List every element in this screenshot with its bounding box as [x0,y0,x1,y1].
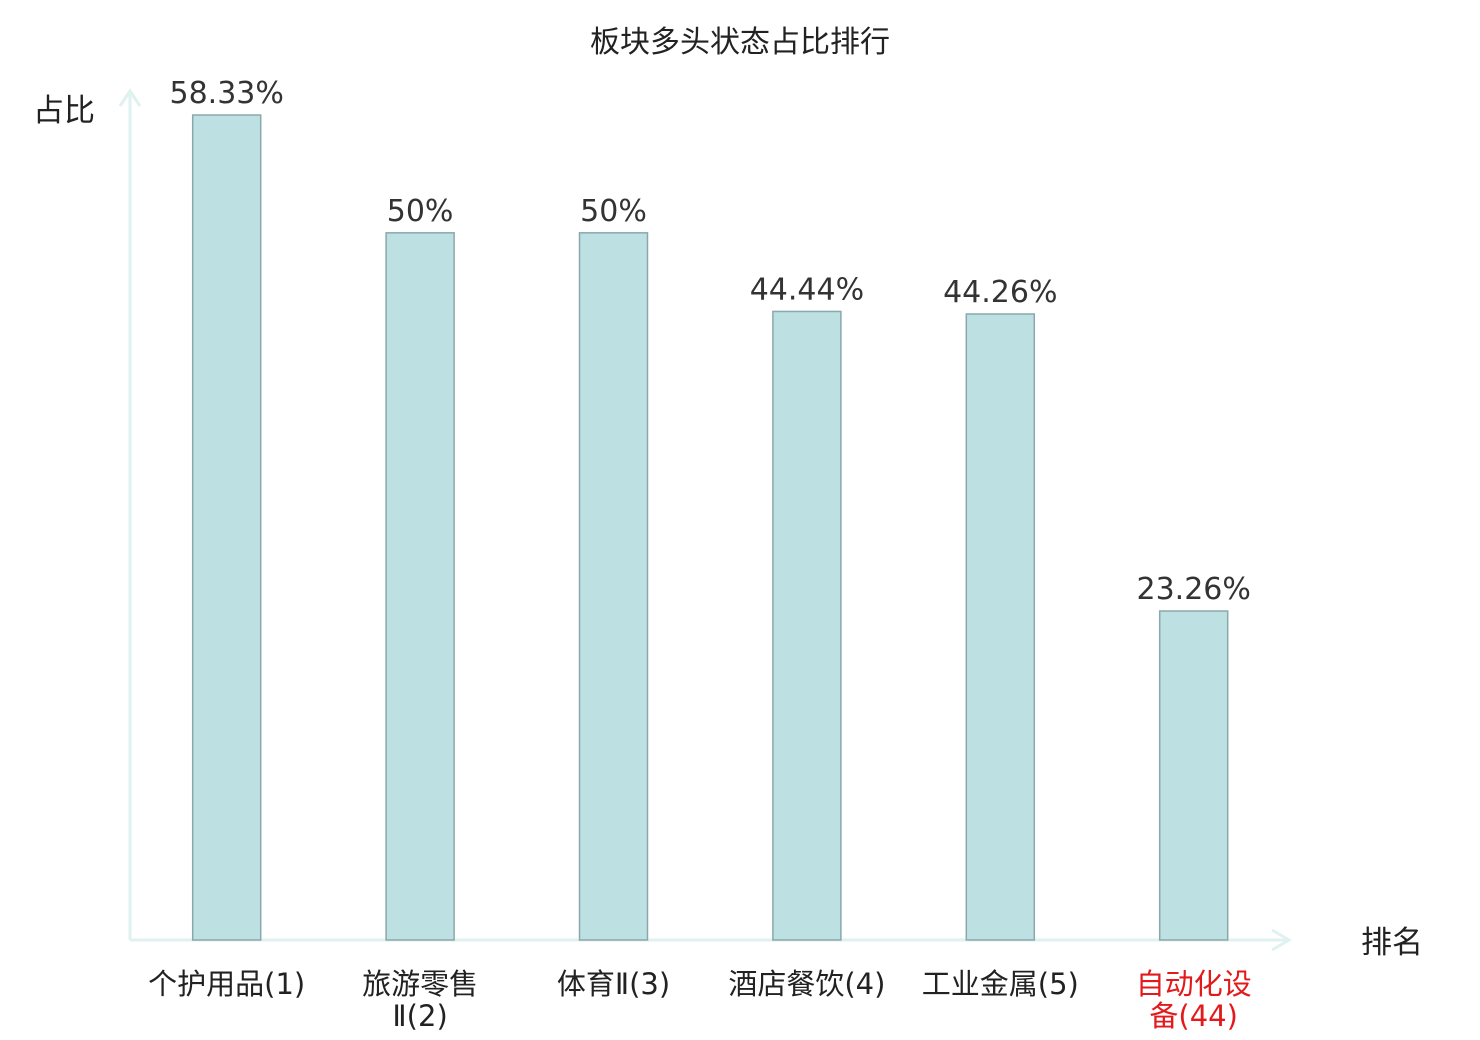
bar-value-label: 58.33% [170,76,284,111]
x-tick-label: 个护用品(1) [148,967,305,1001]
bar [1158,610,1229,941]
x-tick-label: 体育Ⅱ(3) [557,967,670,1001]
bar [965,313,1036,941]
chart-title: 板块多头状态占比排行 [590,25,890,60]
bar [191,114,262,941]
x-axis-arrow-icon [1271,928,1292,952]
bar-value-label: 50% [387,194,454,229]
x-tick-label: 旅游零售 Ⅱ(2) [362,967,478,1033]
x-tick-label: 自动化设备(44) [1136,967,1252,1033]
bar [385,232,455,941]
value-labels: 58.33% 50% 50% 44.44% 44.26% 23.26% [170,76,1251,607]
x-tick-labels: 个护用品(1) 旅游零售 Ⅱ(2) 体育Ⅱ(3) 酒店餐饮(4) 工业金属(5) 自动化设备… [148,967,1252,1033]
bar-value-label: 44.44% [750,272,864,307]
x-tick-label: 酒店餐饮(4) [728,967,885,1001]
bar-value-label: 44.26% [943,275,1057,310]
x-tick-label: 工业金属(5) [922,967,1079,1001]
bar [772,310,842,941]
x-axis-label: 排名 [1361,925,1423,961]
bar-value-label: 23.26% [1137,572,1251,607]
y-axis-label: 占比 [33,93,95,129]
x-axis [130,928,1292,952]
bar-series [191,114,1229,941]
bar [578,232,649,941]
y-axis [118,88,142,940]
y-axis-arrow-icon [118,88,142,107]
bar-value-label: 50% [580,194,647,229]
